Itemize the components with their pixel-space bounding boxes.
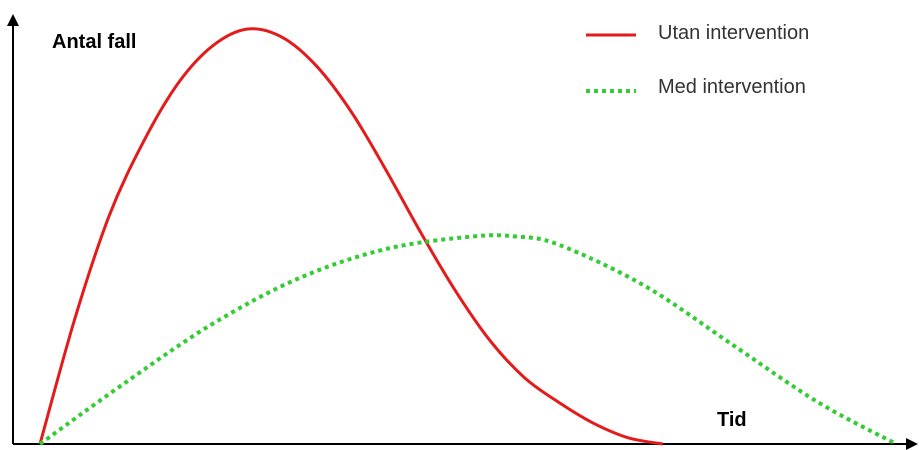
x-axis-label: Tid bbox=[717, 409, 747, 431]
series-line-utan-intervention bbox=[38, 27, 664, 446]
series-line-med-intervention bbox=[38, 233, 898, 446]
series-layer bbox=[38, 27, 898, 446]
legend-label-med-intervention: Med intervention bbox=[658, 76, 806, 98]
y-axis-label: Antal fall bbox=[52, 31, 136, 53]
legend: Utan intervention Med intervention bbox=[586, 22, 809, 98]
legend-label-utan-intervention: Utan intervention bbox=[658, 22, 809, 44]
